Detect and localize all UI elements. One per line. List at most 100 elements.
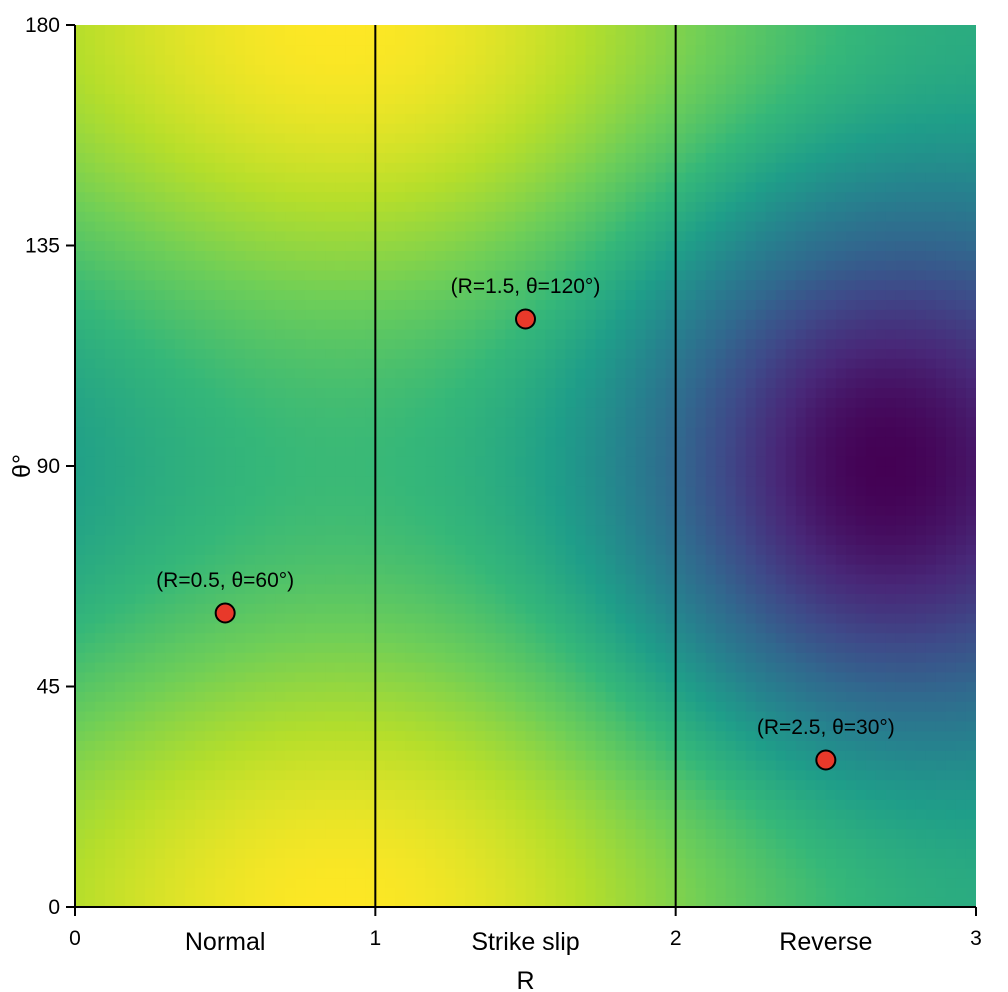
heatmap-cell [455, 691, 467, 702]
heatmap-cell [555, 524, 567, 536]
heatmap-cell [255, 348, 266, 359]
heatmap-cell [415, 44, 426, 55]
heatmap-cell [235, 240, 246, 251]
heatmap-cell [555, 348, 567, 359]
heatmap-cell [135, 250, 146, 261]
heatmap-cell [135, 681, 146, 692]
heatmap-cell [125, 123, 136, 134]
heatmap-cell [215, 515, 226, 526]
heatmap-cell [415, 456, 426, 467]
heatmap-cell [165, 270, 176, 281]
heatmap-cell [265, 338, 276, 349]
heatmap-cell [285, 662, 296, 673]
heatmap-cell [425, 172, 436, 183]
heatmap-cell [315, 417, 326, 428]
heatmap-cell [475, 789, 487, 800]
heatmap-cell [195, 554, 206, 565]
heatmap-cell [195, 338, 206, 349]
heatmap-cell [555, 446, 567, 457]
heatmap-cell [175, 711, 186, 722]
heatmap-cell [365, 34, 376, 46]
heatmap-cell [325, 446, 336, 457]
heatmap-cell [515, 64, 527, 75]
heatmap-cell [405, 201, 416, 212]
heatmap-cell [245, 583, 256, 594]
heatmap-cell [265, 573, 276, 585]
heatmap-cell [315, 809, 326, 820]
heatmap-cell [475, 25, 487, 36]
heatmap-cell [75, 358, 86, 369]
heatmap-cell [545, 662, 557, 673]
heatmap-cell [375, 760, 386, 771]
heatmap-cell [385, 132, 396, 144]
heatmap-cell [595, 897, 607, 907]
heatmap-cell [325, 564, 336, 575]
heatmap-cell [375, 270, 386, 281]
heatmap-cell [325, 720, 336, 732]
heatmap-cell [375, 897, 386, 907]
heatmap-cell [145, 152, 156, 163]
heatmap-cell [75, 368, 86, 379]
heatmap-cell [325, 642, 336, 653]
heatmap-cell [195, 407, 206, 418]
heatmap-cell [75, 828, 86, 839]
heatmap-cell [265, 818, 276, 830]
heatmap-cell [425, 750, 436, 761]
heatmap-cell [195, 142, 206, 153]
heatmap-cell [255, 436, 266, 447]
heatmap-cell [435, 809, 447, 820]
heatmap-cell [105, 387, 116, 398]
heatmap-cell [285, 485, 296, 496]
heatmap-cell [595, 711, 607, 722]
heatmap-cell [85, 34, 96, 46]
heatmap-cell [115, 446, 126, 457]
heatmap-cell [465, 93, 477, 104]
heatmap-cell [75, 230, 86, 242]
heatmap-cell [125, 387, 136, 398]
heatmap-cell [95, 172, 106, 183]
heatmap-cell [385, 34, 396, 46]
heatmap-cell [465, 877, 477, 888]
heatmap-cell [525, 662, 537, 673]
heatmap-cell [535, 701, 547, 712]
heatmap-cell [505, 250, 517, 261]
heatmap-cell [95, 44, 106, 55]
heatmap-cell [405, 681, 416, 692]
heatmap-cell [305, 564, 316, 575]
heatmap-cell [75, 505, 86, 516]
heatmap-cell [285, 270, 296, 281]
heatmap-cell [245, 426, 256, 438]
heatmap-cell [235, 299, 246, 310]
heatmap-cell [305, 730, 316, 741]
heatmap-cell [405, 25, 416, 36]
heatmap-cell [315, 485, 326, 496]
heatmap-cell [595, 642, 607, 653]
heatmap-cell [175, 162, 186, 173]
heatmap-cell [275, 319, 286, 330]
heatmap-cell [485, 622, 497, 634]
heatmap-cell [135, 671, 146, 683]
heatmap-cell [235, 730, 246, 741]
heatmap-cell [225, 201, 236, 212]
heatmap-cell [485, 681, 497, 692]
heatmap-cell [165, 642, 176, 653]
heatmap-cell [405, 132, 416, 144]
heatmap-cell [455, 505, 467, 516]
heatmap-cell [75, 74, 86, 85]
heatmap-cell [355, 172, 366, 183]
heatmap-cell [405, 260, 416, 271]
heatmap-cell [195, 632, 206, 643]
heatmap-cell [195, 652, 206, 663]
heatmap-cell [615, 887, 627, 898]
heatmap-cell [85, 191, 96, 202]
heatmap-cell [385, 564, 396, 575]
heatmap-cell [385, 495, 396, 506]
heatmap-cell [335, 407, 346, 418]
heatmap-cell [435, 456, 447, 467]
heatmap-cell [205, 779, 216, 790]
heatmap-cell [535, 848, 547, 859]
heatmap-cell [455, 417, 467, 428]
heatmap-cell [375, 867, 386, 879]
heatmap-cell [315, 230, 326, 242]
heatmap-cell [615, 544, 627, 555]
